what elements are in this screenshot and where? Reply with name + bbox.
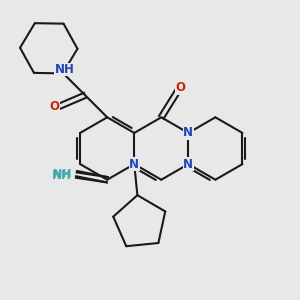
Text: N: N bbox=[129, 158, 139, 171]
Text: NH: NH bbox=[53, 169, 72, 178]
Text: N: N bbox=[183, 158, 193, 171]
Text: NH: NH bbox=[55, 63, 74, 76]
Text: O: O bbox=[50, 100, 60, 113]
Text: O: O bbox=[175, 81, 185, 94]
Text: N: N bbox=[183, 126, 193, 140]
Text: NH: NH bbox=[52, 169, 72, 182]
